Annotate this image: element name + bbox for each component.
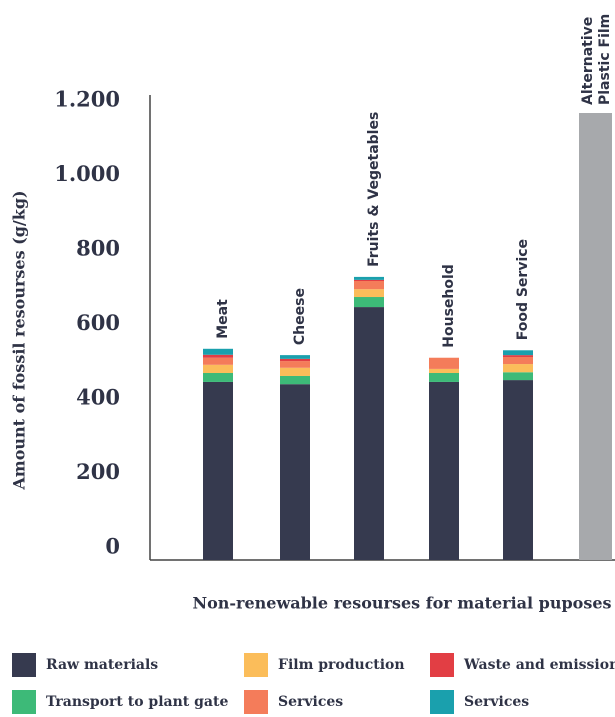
bar-segment: [280, 358, 310, 362]
category-label: Cheese: [292, 288, 308, 345]
bar-segment: [429, 373, 459, 382]
y-tick-label: 400: [76, 385, 120, 410]
y-tick-label: 200: [76, 459, 120, 484]
legend-label: Film production: [278, 657, 405, 673]
bar-segment: [429, 357, 459, 369]
bar-segment: [354, 280, 384, 290]
bar-segment: [503, 355, 533, 357]
legend-swatch: [244, 690, 268, 714]
bar-segment: [354, 307, 384, 560]
bar-segment: [354, 279, 384, 281]
x-axis-label: Non-renewable resourses for material pup…: [192, 594, 611, 613]
category-label: Food Service: [515, 239, 531, 340]
bar-segment: [280, 355, 310, 359]
y-tick-label: 1.200: [54, 87, 120, 112]
comparison-label: Plastic Film: [597, 14, 613, 105]
bar-segment: [429, 368, 459, 374]
legend-label: Transport to plant gate: [46, 694, 228, 710]
comparison-label: Alternative: [580, 17, 596, 105]
legend-swatch: [12, 653, 36, 677]
bar-segment: [280, 367, 310, 376]
bar-segment: [503, 356, 533, 365]
legend-swatch: [244, 653, 268, 677]
legend-swatch: [430, 690, 454, 714]
bar-segment: [429, 381, 459, 560]
legend-swatch: [430, 653, 454, 677]
bar-segment: [280, 375, 310, 385]
bar-segment: [203, 354, 233, 358]
bar-segment: [503, 364, 533, 373]
bar-segment: [503, 372, 533, 381]
bar-segment: [203, 364, 233, 374]
y-tick-label: 0: [105, 534, 120, 559]
bar-segment: [354, 297, 384, 308]
bar-segment: [280, 361, 310, 368]
category-label: Fruits & Vegetables: [366, 112, 382, 267]
category-label: Household: [441, 264, 457, 348]
y-tick-label: 1.000: [54, 161, 120, 186]
bar-segment: [280, 384, 310, 560]
legend-label: Services: [464, 694, 529, 710]
legend-label: Raw materials: [46, 657, 158, 673]
bar-segment: [503, 380, 533, 560]
bar-segment: [203, 381, 233, 560]
y-axis-label: Amount of fossil resourses (g/kg): [10, 190, 29, 490]
category-label: Meat: [215, 299, 231, 339]
y-tick-label: 800: [76, 236, 120, 261]
bar-segment: [354, 276, 384, 280]
bar-segment: [203, 373, 233, 382]
legend-label: Services: [278, 694, 343, 710]
comparison-bar: [579, 113, 612, 560]
bar-segment: [354, 289, 384, 298]
bar-segment: [503, 350, 533, 356]
bar-segment: [203, 357, 233, 365]
legend-swatch: [12, 690, 36, 714]
legend-label: Waste and emissions: [463, 657, 615, 673]
bar-segment: [203, 348, 233, 355]
y-tick-label: 600: [76, 310, 120, 335]
